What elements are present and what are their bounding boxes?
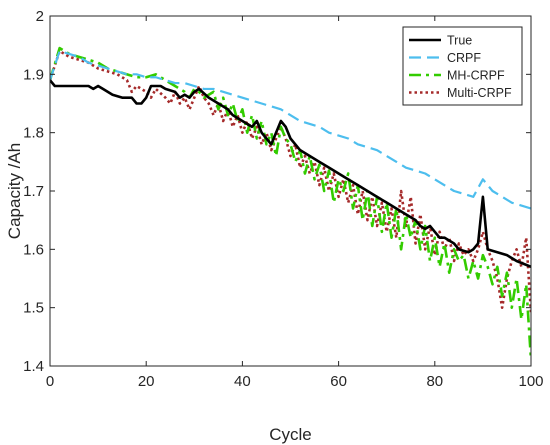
legend-label: CRPF	[447, 51, 481, 65]
series-line-multi-crpf	[50, 49, 531, 314]
y-tick-label: 1.8	[23, 125, 44, 142]
legend-label: MH-CRPF	[447, 69, 505, 83]
x-tick-label: 100	[518, 373, 543, 390]
legend-label: True	[447, 34, 472, 48]
x-tick-label: 0	[46, 373, 54, 390]
y-tick-label: 1.4	[23, 358, 44, 375]
axes: 0 20 40 60 80 100 1.4 1.5 1.6 1.7 1.8 1.9 2	[23, 8, 543, 390]
x-tick-label: 80	[426, 373, 443, 390]
y-axis-title: Capacity /Ah	[5, 143, 24, 239]
legend-label: Multi-CRPF	[447, 86, 512, 100]
y-tick-label: 1.6	[23, 241, 44, 258]
y-tick-label: 1.7	[23, 183, 44, 200]
legend: True CRPF MH-CRPF Multi-CRPF	[402, 26, 523, 106]
x-tick-label: 40	[234, 373, 251, 390]
x-axis-title: Cycle	[269, 425, 312, 444]
series-line-crpf	[50, 49, 531, 210]
y-tick-label: 2	[36, 8, 44, 25]
y-tick-label: 1.9	[23, 66, 44, 83]
y-tick-label: 1.5	[23, 300, 44, 317]
series-line-mh-crpf	[50, 46, 531, 361]
plot-area	[50, 46, 531, 361]
series-line-true	[50, 79, 531, 269]
x-tick-label: 20	[138, 373, 155, 390]
x-tick-label: 60	[330, 373, 347, 390]
